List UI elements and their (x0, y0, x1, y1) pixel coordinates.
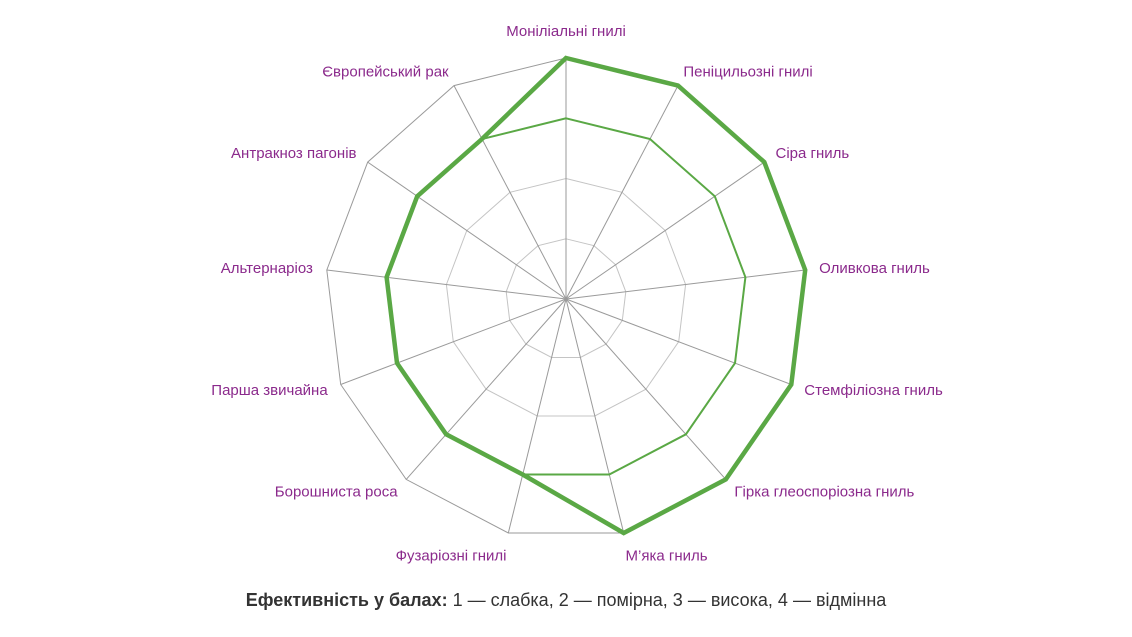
radar-series (384, 55, 808, 536)
grid-spoke-9 (405, 298, 567, 480)
grid-spoke-7 (565, 298, 625, 534)
grid-spoke-2 (565, 85, 679, 300)
grid-spoke-6 (565, 298, 727, 480)
grid-spoke-4 (565, 269, 806, 300)
axis-label-6: Гірка глеоспоріозна гниль (734, 483, 914, 500)
legend-caption: Ефективність у балах: 1 — слабка, 2 — по… (0, 590, 1132, 611)
axis-label-13: Європейський рак (322, 63, 449, 80)
axis-label-3: Сіра гниль (776, 145, 850, 162)
axis-labels: Моніліальні гнилі Пеніцильозні гнилі Сіра … (211, 23, 943, 565)
grid-spoke-3 (565, 161, 765, 300)
grid-spoke-11 (326, 269, 567, 300)
grid-spoke-12 (367, 161, 567, 300)
radar-grid (326, 57, 806, 534)
axis-label-7: М’яка гниль (626, 548, 708, 565)
axis-label-10: Парша звичайна (211, 382, 328, 399)
axis-label-5: Стемфіліозна гниль (804, 382, 943, 399)
grid-spoke-13 (453, 85, 567, 300)
axis-label-9: Борошниста роса (275, 483, 398, 500)
series-line-thick (384, 55, 808, 536)
grid-spoke-8 (507, 298, 567, 534)
legend-title: Ефективність у балах: (245, 590, 448, 610)
legend-text: 1 — слабка, 2 — помірна, 3 — висока, 4 —… (452, 590, 887, 610)
grid-spoke-10 (340, 298, 567, 385)
axis-label-12: Антракноз пагонів (231, 145, 356, 162)
grid-ring-2 (445, 177, 687, 417)
grid-ring-1 (505, 238, 627, 358)
axis-label-4: Оливкова гниль (819, 260, 930, 277)
axis-label-1: Моніліальні гнилі (506, 23, 626, 40)
axis-label-2: Пеніцильозні гнилі (683, 63, 812, 80)
axis-label-8: Фузаріозні гнилі (396, 548, 507, 565)
axis-label-11: Альтернаріоз (221, 260, 313, 277)
grid-spoke-5 (565, 298, 792, 385)
